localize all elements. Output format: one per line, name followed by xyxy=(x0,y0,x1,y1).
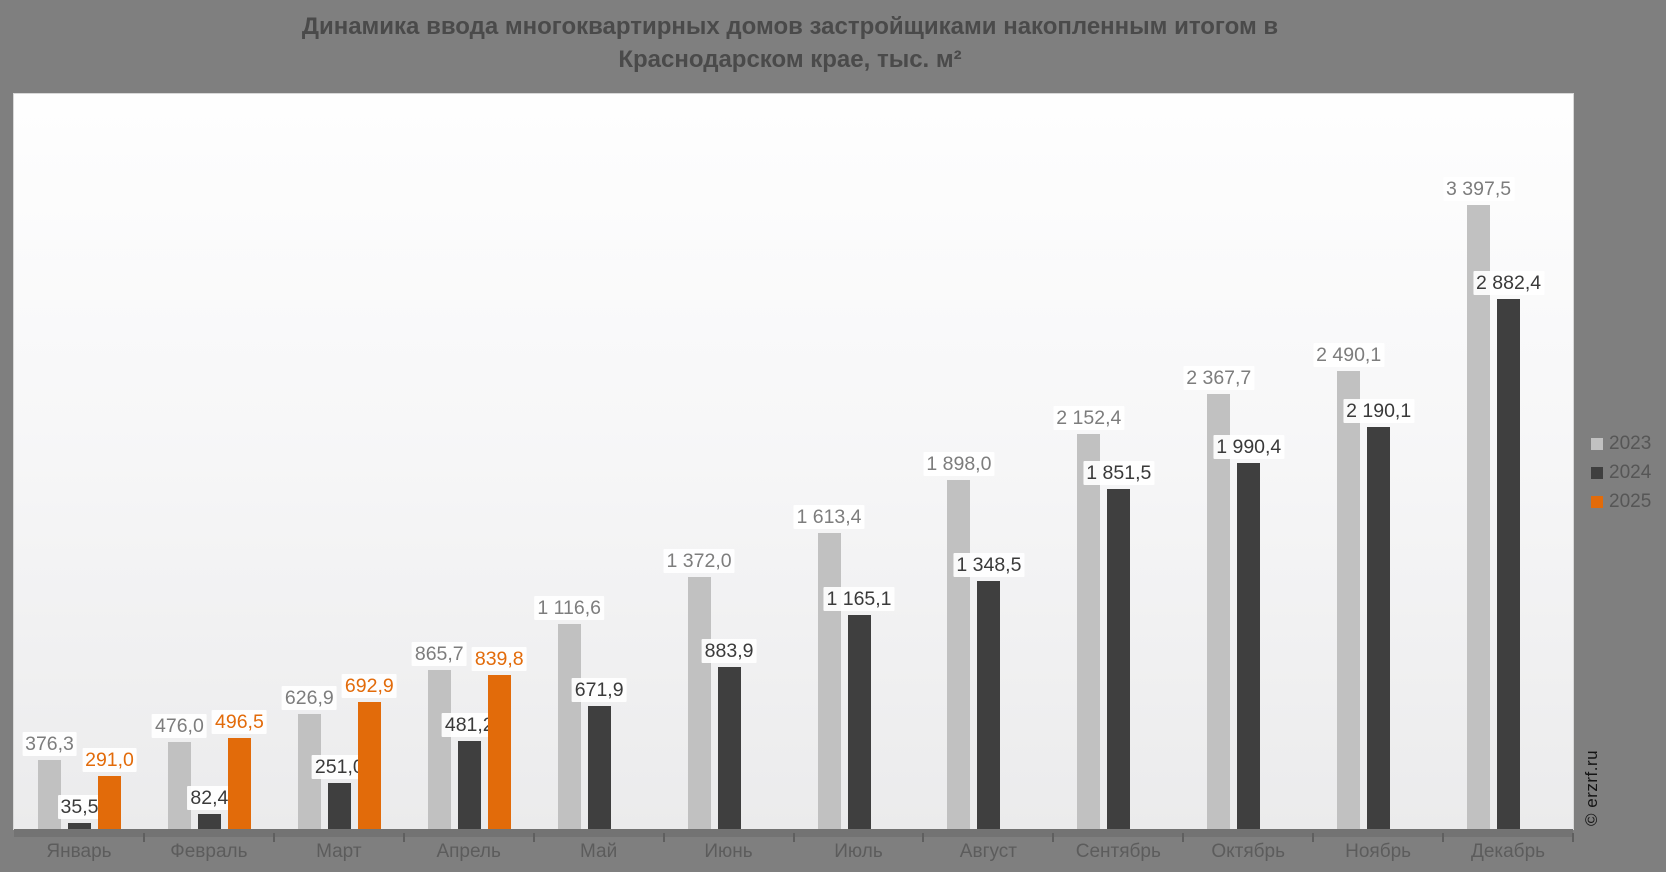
bar-2023-Январь xyxy=(38,759,61,829)
bar-2023-Май xyxy=(557,623,581,829)
bar-value-label-2023-Сентябрь: 2 152,4 xyxy=(1053,405,1125,430)
chart-title-line1: Динамика ввода многоквартирных домов зас… xyxy=(301,13,1279,40)
axis-tick xyxy=(792,833,795,842)
x-axis-label-Апрель: Апрель xyxy=(436,841,501,862)
x-axis-labels: Январь Февраль Март Апрель Май Июнь Июль Август… xyxy=(14,841,1573,863)
x-axis-label-Октябрь: Октябрь xyxy=(1211,841,1286,862)
legend-label-2023: 2023 xyxy=(1609,433,1652,454)
bar-2024-Май xyxy=(587,705,611,829)
legend-item-2024: 2024 xyxy=(1591,462,1651,484)
legend-swatch-2025-icon xyxy=(1591,496,1603,508)
bar-value-label-2023-Июнь: 1 372,0 xyxy=(663,548,735,573)
bar-value-label-2023-Май: 1 116,6 xyxy=(534,595,604,620)
axis-tick xyxy=(1052,833,1055,842)
bar-value-label-2024-Май: 671,9 xyxy=(571,677,627,702)
bar-2024-Декабрь xyxy=(1497,299,1521,829)
x-axis-line xyxy=(14,829,1574,842)
axis-tick xyxy=(1182,833,1185,842)
bar-2023-Ноябрь xyxy=(1337,371,1361,829)
bar-2023-Октябрь xyxy=(1207,393,1231,829)
legend-swatch-2024-icon xyxy=(1591,467,1603,479)
bar-2024-Ноябрь xyxy=(1367,426,1391,829)
bar-2024-Июль xyxy=(847,614,871,829)
legend-label-2024: 2024 xyxy=(1609,462,1652,483)
x-axis-label-Май: Май xyxy=(579,841,618,862)
bar-value-label-2025-Февраль: 496,5 xyxy=(212,709,267,734)
bar-2023-Февраль xyxy=(167,741,191,829)
axis-tick xyxy=(272,833,275,842)
bar-2023-Июль xyxy=(817,532,841,829)
x-axis-label-Июль: Июль xyxy=(834,841,883,862)
bar-2025-Январь xyxy=(98,775,121,829)
legend: 2023 2024 2025 xyxy=(1591,433,1651,513)
x-axis-label-Ноябрь: Ноябрь xyxy=(1345,841,1412,862)
bar-2024-Февраль xyxy=(197,813,221,829)
bar-2023-Сентябрь xyxy=(1077,433,1101,829)
bar-2023-Июнь xyxy=(687,576,711,829)
axis-tick xyxy=(1572,833,1574,842)
bar-2023-Апрель xyxy=(427,669,451,829)
bar-value-label-2023-Февраль: 476,0 xyxy=(152,713,207,738)
bar-value-label-2024-Июнь: 883,9 xyxy=(701,638,757,663)
bar-value-label-2025-Апрель: 839,8 xyxy=(471,646,527,671)
bar-value-label-2023-Июль: 1 613,4 xyxy=(793,504,865,529)
bar-2024-Сентябрь xyxy=(1107,488,1131,829)
x-axis-label-Июнь: Июнь xyxy=(704,841,753,862)
bar-value-label-2023-Ноябрь: 2 490,1 xyxy=(1313,343,1385,368)
bar-value-label-2024-Апрель: 481,2 xyxy=(441,712,497,737)
bar-2023-Декабрь xyxy=(1467,204,1491,829)
axis-tick xyxy=(402,833,405,842)
plot-area: 376,3 476,0 626,9 865,7 1 116,6 1 372,0 1 613,… xyxy=(14,94,1573,829)
bar-value-label-2023-Январь: 376,3 xyxy=(22,731,77,756)
bar-2024-Январь xyxy=(68,822,91,829)
bar-2025-Апрель xyxy=(487,674,511,829)
bar-value-label-2024-Сентябрь: 1 851,5 xyxy=(1083,460,1155,485)
bar-2023-Март xyxy=(297,713,321,829)
x-axis-label-Сентябрь: Сентябрь xyxy=(1075,841,1161,862)
bar-value-label-2024-Декабрь: 2 882,4 xyxy=(1473,271,1545,296)
legend-item-2025: 2025 xyxy=(1591,491,1651,513)
bar-value-label-2024-Ноябрь: 2 190,1 xyxy=(1343,398,1415,423)
bar-value-label-2023-Апрель: 865,7 xyxy=(411,641,467,666)
bar-2023-Август xyxy=(947,480,971,829)
bar-value-label-2025-Март: 692,9 xyxy=(341,673,397,698)
bar-value-label-2025-Январь: 291,0 xyxy=(82,747,137,772)
chart-title: Динамика ввода многоквартирных домов зас… xyxy=(0,10,1580,76)
axis-tick xyxy=(662,833,665,842)
bar-value-label-2024-Январь: 35,5 xyxy=(57,794,102,819)
bar-value-label-2023-Август: 1 898,0 xyxy=(923,452,995,477)
bar-2024-Март xyxy=(327,782,351,829)
x-axis-label-Март: Март xyxy=(316,841,362,862)
bar-2024-Июнь xyxy=(717,666,741,829)
axis-tick xyxy=(1312,833,1315,842)
bar-value-label-2023-Март: 626,9 xyxy=(281,685,337,710)
bar-2025-Март xyxy=(357,701,381,829)
bar-2024-Апрель xyxy=(457,740,481,829)
legend-item-2023: 2023 xyxy=(1591,433,1651,455)
bar-value-label-2024-Февраль: 82,4 xyxy=(187,785,232,810)
axis-tick xyxy=(142,833,145,842)
axis-tick xyxy=(532,833,535,842)
axis-tick xyxy=(1442,833,1445,842)
bar-value-label-2024-Март: 251,0 xyxy=(311,754,367,779)
x-axis-label-Февраль: Февраль xyxy=(170,841,248,862)
bar-value-label-2024-Октябрь: 1 990,4 xyxy=(1213,435,1285,460)
bar-2024-Октябрь xyxy=(1237,463,1261,829)
bar-value-label-2023-Декабрь: 3 397,5 xyxy=(1443,176,1515,201)
legend-swatch-2023-icon xyxy=(1591,438,1603,450)
x-axis-label-Август: Август xyxy=(959,841,1017,862)
bar-2024-Август xyxy=(977,581,1001,829)
bar-value-label-2023-Октябрь: 2 367,7 xyxy=(1183,365,1255,390)
axis-tick xyxy=(922,833,925,842)
bar-value-label-2024-Август: 1 348,5 xyxy=(953,553,1025,578)
chart-title-line2: Краснодарском крае, тыс. м² xyxy=(618,46,962,73)
bar-value-label-2024-Июль: 1 165,1 xyxy=(823,586,895,611)
x-axis-label-Январь: Январь xyxy=(46,841,112,862)
legend-label-2025: 2025 xyxy=(1609,491,1652,512)
watermark-erzrf: © erzrf.ru xyxy=(1582,749,1601,826)
bar-2025-Февраль xyxy=(227,737,251,829)
x-axis-label-Декабрь: Декабрь xyxy=(1470,841,1546,862)
